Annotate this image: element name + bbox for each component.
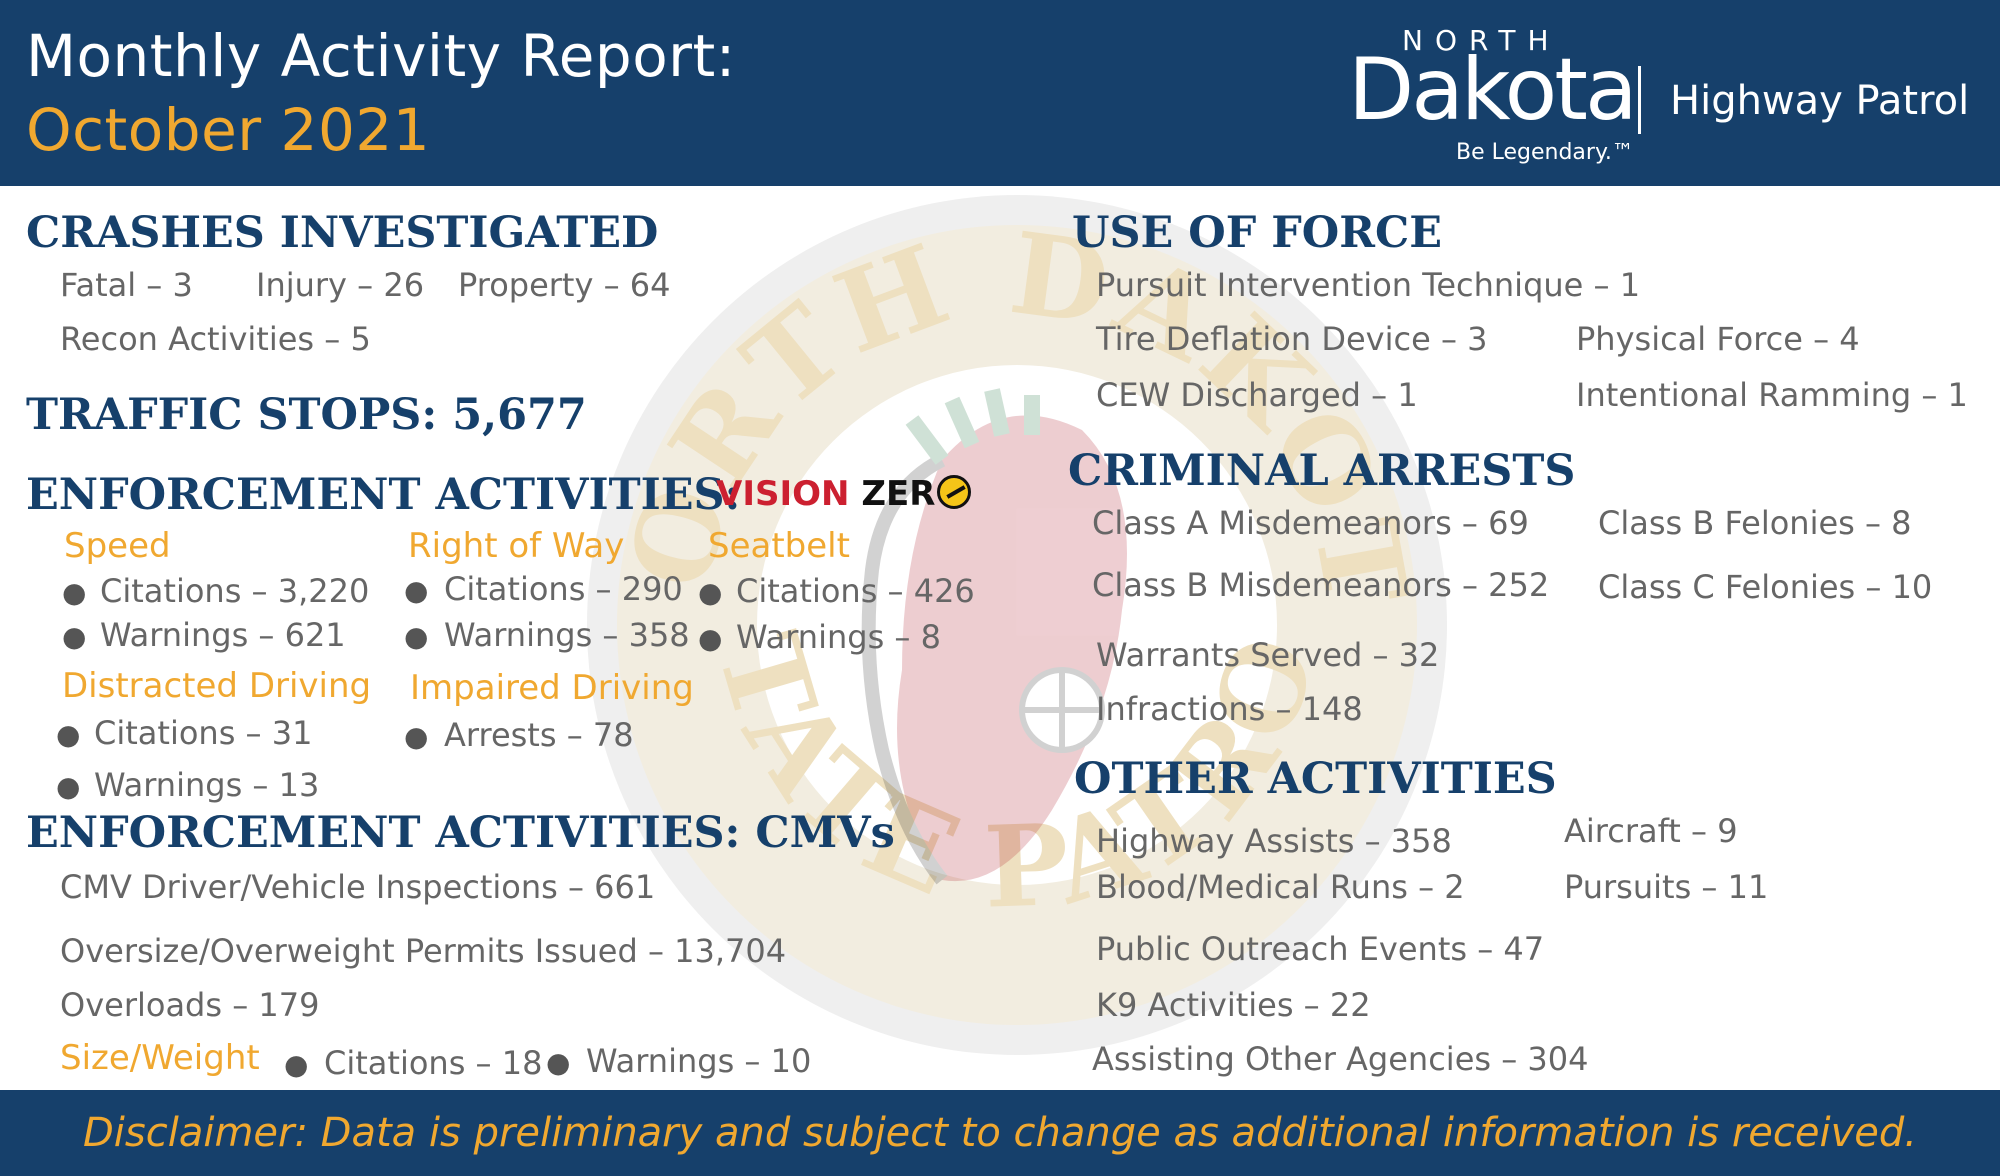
logo-north: NORTH bbox=[1402, 24, 1561, 57]
class-a-misdemeanors: Class A Misdemeanors – 69 bbox=[1092, 504, 1529, 542]
bullet-icon: ● bbox=[698, 576, 723, 609]
disclaimer-text: Disclaimer: Data is preliminary and subj… bbox=[82, 1110, 1918, 1156]
class-b-misdemeanors: Class B Misdemeanors – 252 bbox=[1092, 566, 1550, 604]
bullet-icon: ● bbox=[284, 1048, 309, 1081]
infractions: Infractions – 148 bbox=[1096, 690, 1363, 728]
class-c-felonies: Class C Felonies – 10 bbox=[1598, 568, 1933, 606]
cmv-permits: Oversize/Overweight Permits Issued – 13,… bbox=[60, 932, 787, 970]
header-banner bbox=[0, 0, 2000, 186]
crashes-fatal: Fatal – 3 bbox=[60, 266, 193, 304]
bullet-icon: ● bbox=[404, 574, 429, 607]
warrants-served: Warrants Served – 32 bbox=[1096, 636, 1440, 674]
right-of-way-label: Right of Way bbox=[408, 526, 625, 566]
report-title: Monthly Activity Report: bbox=[26, 22, 736, 90]
cmv-inspections: CMV Driver/Vehicle Inspections – 661 bbox=[60, 868, 656, 906]
use-of-force-heading: USE OF FORCE bbox=[1072, 208, 1442, 258]
impaired-arrests: Arrests – 78 bbox=[444, 716, 634, 754]
aircraft: Aircraft – 9 bbox=[1564, 812, 1738, 850]
force-ramming: Intentional Ramming – 1 bbox=[1576, 376, 1968, 414]
speed-warnings: Warnings – 621 bbox=[100, 616, 346, 654]
logo-dakota: Dakota bbox=[1348, 40, 1638, 140]
traffic-stops-heading: TRAFFIC STOPS: 5,677 bbox=[26, 390, 587, 440]
right-of-way-citations: Citations – 290 bbox=[444, 570, 683, 608]
assisting-agencies: Assisting Other Agencies – 304 bbox=[1092, 1040, 1589, 1078]
bullet-icon: ● bbox=[56, 770, 81, 803]
cmv-heading: ENFORCEMENT ACTIVITIES: CMVs bbox=[26, 808, 895, 858]
vision-zero-logo: VISION ZER bbox=[716, 474, 972, 514]
footer-banner bbox=[0, 1090, 2000, 1176]
speed-label: Speed bbox=[64, 526, 171, 566]
vision-zero-word-2: ZER bbox=[861, 474, 936, 514]
seatbelt-warnings: Warnings – 8 bbox=[736, 618, 941, 656]
vision-zero-o-icon bbox=[937, 475, 972, 509]
bullet-icon: ● bbox=[698, 622, 723, 655]
seatbelt-label: Seatbelt bbox=[708, 526, 850, 566]
state-patrol-seal-watermark: NORTH DAKOTA STATE PATROL bbox=[582, 190, 1447, 1055]
force-tire-deflation: Tire Deflation Device – 3 bbox=[1096, 320, 1488, 358]
crashes-injury: Injury – 26 bbox=[256, 266, 425, 304]
right-of-way-warnings: Warnings – 358 bbox=[444, 616, 690, 654]
force-physical: Physical Force – 4 bbox=[1576, 320, 1860, 358]
logo-agency: Highway Patrol bbox=[1670, 78, 1970, 124]
vision-zero-word-1: VISION bbox=[716, 474, 850, 514]
crashes-recon: Recon Activities – 5 bbox=[60, 320, 371, 358]
speed-citations: Citations – 3,220 bbox=[100, 572, 370, 610]
crashes-property: Property – 64 bbox=[458, 266, 671, 304]
size-weight-citations: Citations – 18 bbox=[324, 1044, 543, 1082]
size-weight-label: Size/Weight bbox=[60, 1038, 260, 1078]
force-pit: Pursuit Intervention Technique – 1 bbox=[1096, 266, 1641, 304]
bullet-icon: ● bbox=[62, 620, 87, 653]
impaired-label: Impaired Driving bbox=[410, 668, 694, 708]
bullet-icon: ● bbox=[62, 576, 87, 609]
highway-assists: Highway Assists – 358 bbox=[1096, 822, 1452, 860]
crashes-heading: CRASHES INVESTIGATED bbox=[26, 208, 659, 258]
other-activities-heading: OTHER ACTIVITIES bbox=[1074, 754, 1557, 804]
class-b-felonies: Class B Felonies – 8 bbox=[1598, 504, 1912, 542]
report-month: October 2021 bbox=[26, 96, 431, 164]
distracted-warnings: Warnings – 13 bbox=[94, 766, 320, 804]
bullet-icon: ● bbox=[404, 720, 429, 753]
seatbelt-citations: Citations – 426 bbox=[736, 572, 975, 610]
bullet-icon: ● bbox=[404, 620, 429, 653]
distracted-label: Distracted Driving bbox=[62, 666, 372, 706]
logo-divider bbox=[1638, 66, 1641, 134]
pursuits: Pursuits – 11 bbox=[1564, 868, 1769, 906]
logo-tagline: Be Legendary.™ bbox=[1456, 140, 1634, 165]
criminal-arrests-heading: CRIMINAL ARRESTS bbox=[1068, 446, 1576, 496]
cmv-overloads: Overloads – 179 bbox=[60, 986, 320, 1024]
blood-medical-runs: Blood/Medical Runs – 2 bbox=[1096, 868, 1465, 906]
public-outreach: Public Outreach Events – 47 bbox=[1096, 930, 1545, 968]
size-weight-warnings: Warnings – 10 bbox=[586, 1042, 812, 1080]
bullet-icon: ● bbox=[56, 718, 81, 751]
force-cew: CEW Discharged – 1 bbox=[1096, 376, 1418, 414]
enforcement-heading: ENFORCEMENT ACTIVITIES: bbox=[26, 470, 741, 520]
k9-activities: K9 Activities – 22 bbox=[1096, 986, 1371, 1024]
bullet-icon: ● bbox=[546, 1046, 571, 1079]
distracted-citations: Citations – 31 bbox=[94, 714, 313, 752]
